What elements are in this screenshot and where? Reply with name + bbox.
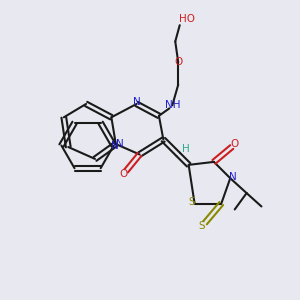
Text: NH: NH — [164, 100, 180, 110]
Text: O: O — [174, 57, 182, 67]
Text: N: N — [229, 172, 237, 182]
Text: S: S — [199, 221, 205, 231]
Text: N: N — [116, 139, 123, 149]
Text: N: N — [111, 140, 119, 151]
Text: O: O — [119, 169, 128, 179]
Text: S: S — [188, 197, 195, 207]
Text: H: H — [182, 143, 190, 154]
Text: N: N — [133, 98, 140, 107]
Text: HO: HO — [179, 14, 195, 24]
Text: O: O — [231, 139, 239, 149]
